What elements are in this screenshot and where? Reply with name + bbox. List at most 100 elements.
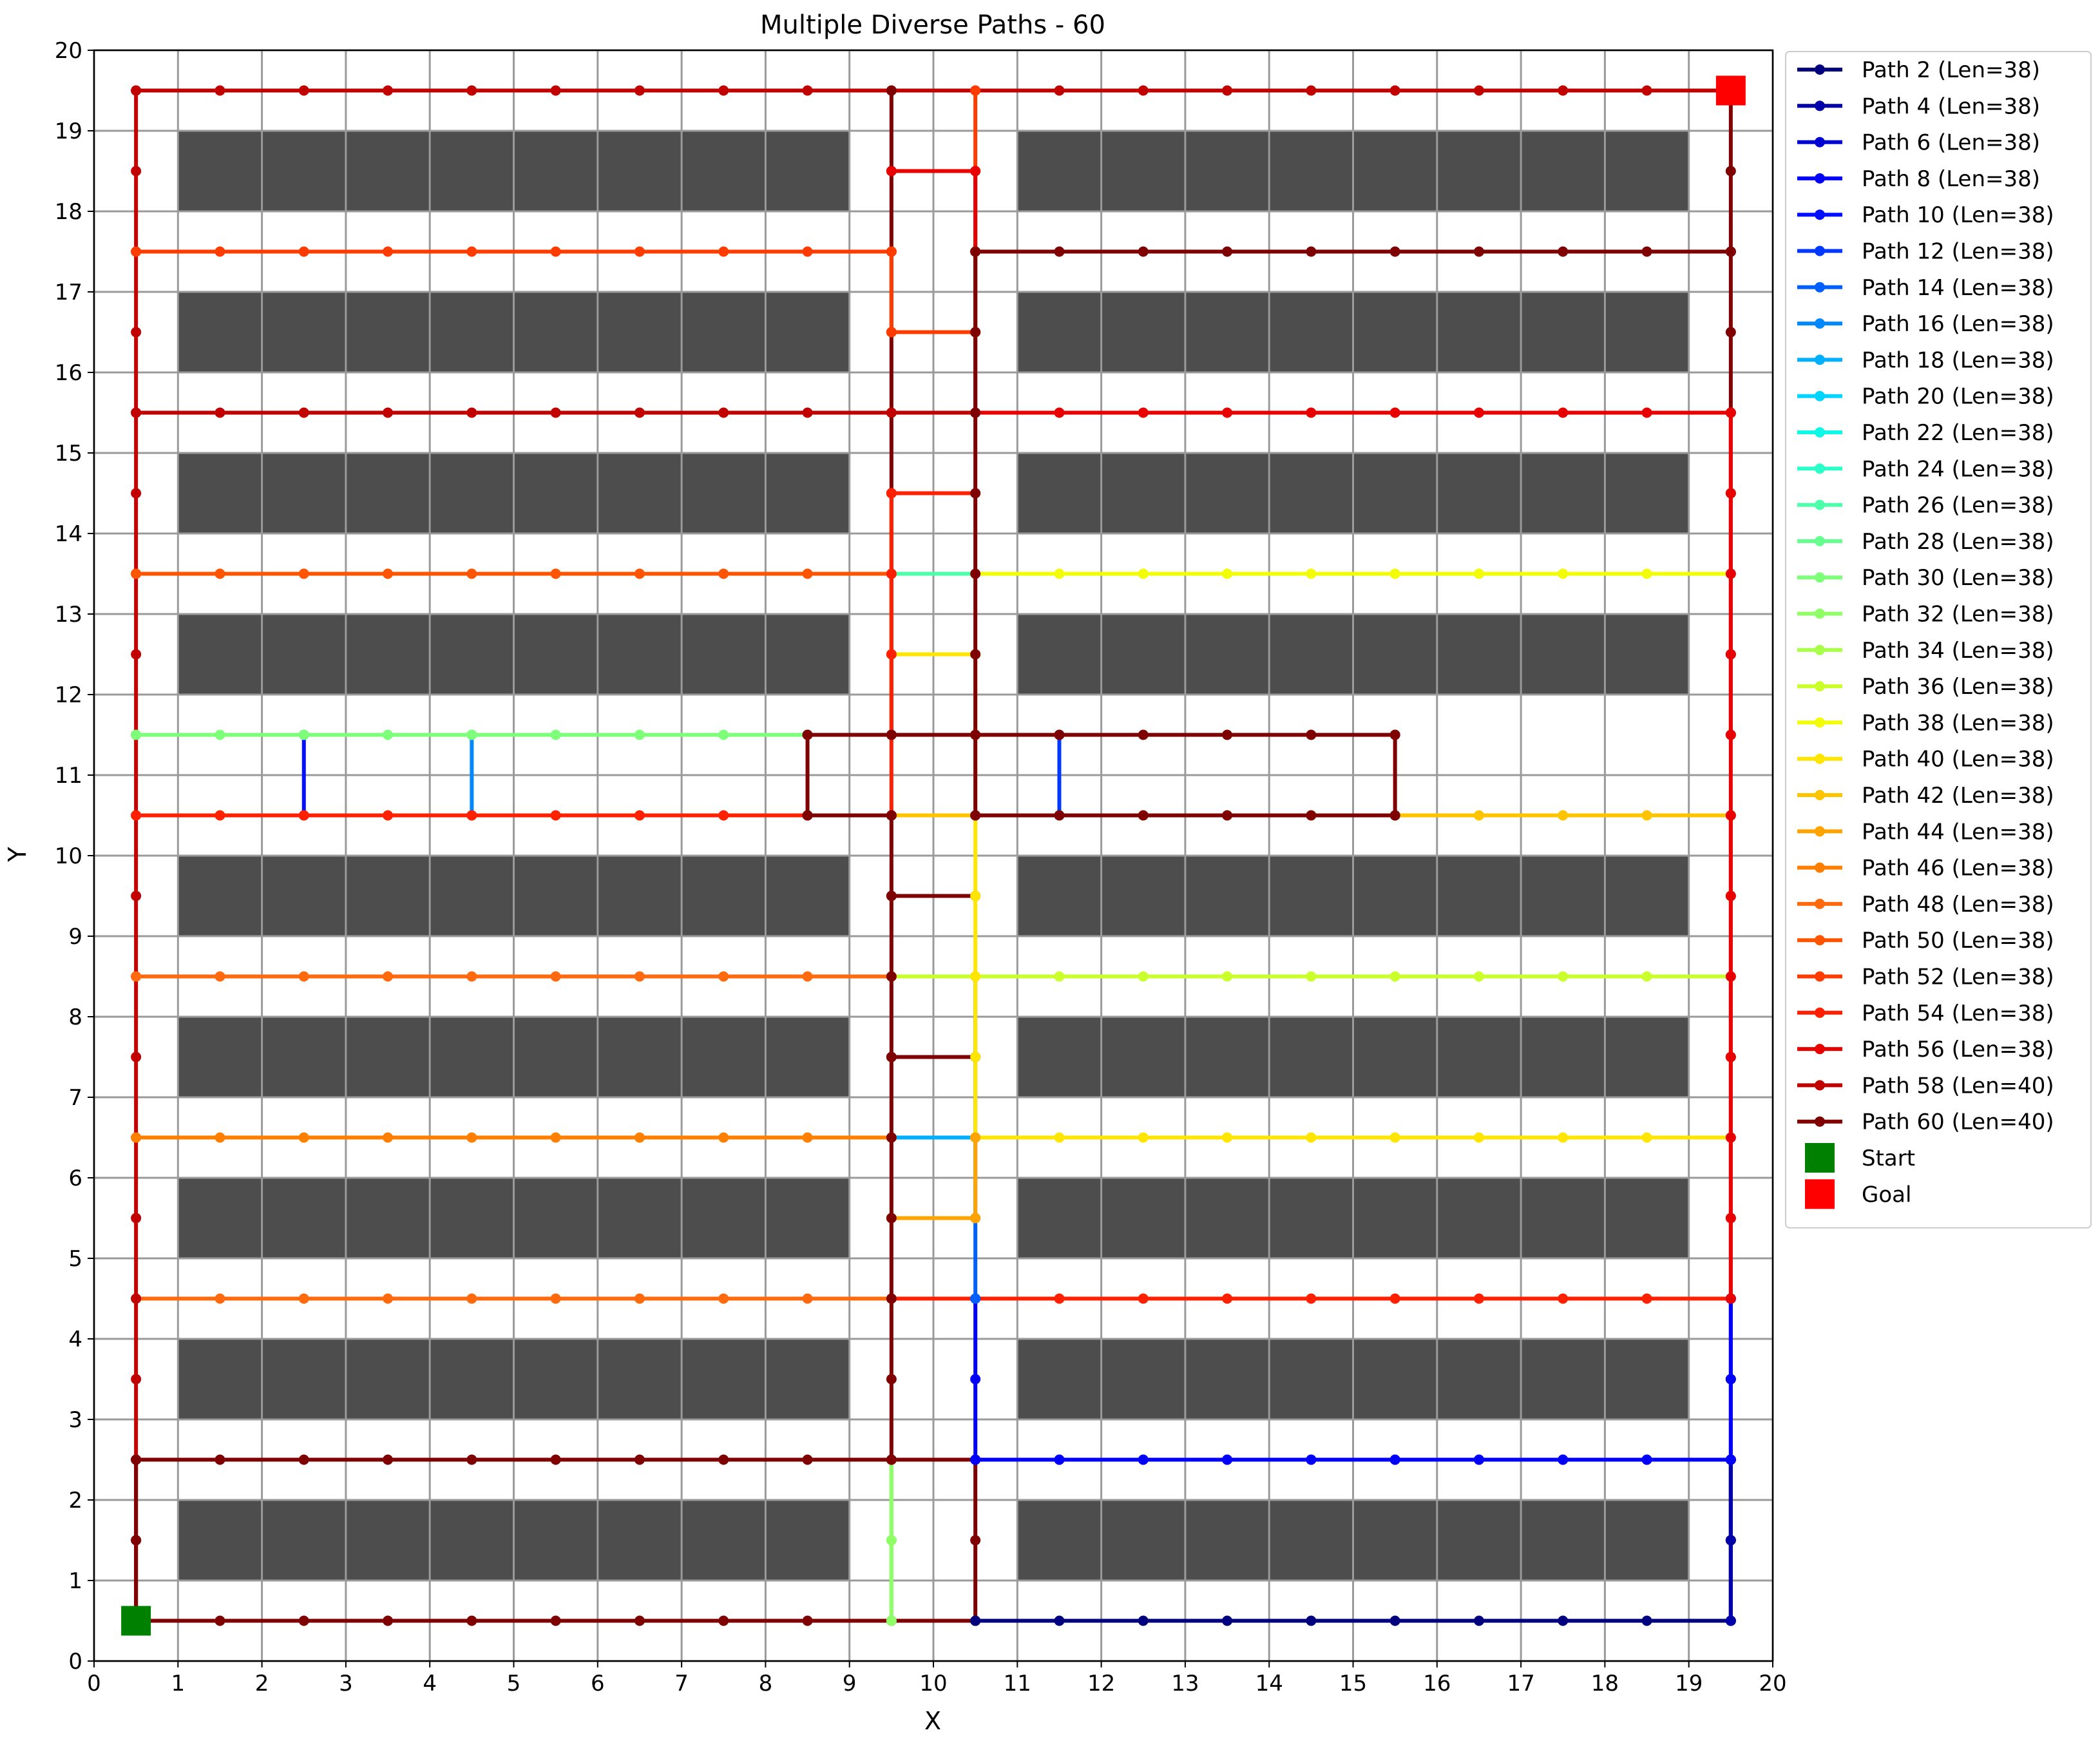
y-tick-label: 12 <box>55 682 82 708</box>
path-point <box>886 1535 897 1546</box>
x-tick-label: 16 <box>1423 1671 1451 1696</box>
path-point <box>215 1615 225 1626</box>
path-point <box>970 1293 981 1304</box>
legend-item: Path 12 (Len=38) <box>1797 239 2054 265</box>
legend-swatch-dot <box>1815 898 1825 909</box>
path-point <box>970 649 981 660</box>
path-point <box>970 1374 981 1385</box>
path-point <box>131 649 142 660</box>
path-point <box>1306 246 1317 257</box>
path-point <box>1222 971 1233 982</box>
legend-item: Path 34 (Len=38) <box>1797 638 2054 664</box>
path-point <box>1138 1293 1149 1304</box>
path-point <box>466 1615 477 1626</box>
path-point <box>131 1213 142 1224</box>
path-point <box>466 85 477 96</box>
start-goal-markers <box>121 75 1746 1636</box>
path-point <box>1222 1454 1233 1465</box>
legend-label: Path 42 (Len=38) <box>1862 783 2054 809</box>
path-point <box>383 1615 394 1626</box>
path-point <box>1725 246 1736 257</box>
path-point <box>802 1132 813 1143</box>
path-point <box>1389 729 1400 740</box>
path-point <box>1306 1615 1317 1626</box>
path-point <box>886 166 897 177</box>
path-point <box>466 1454 477 1465</box>
legend-label: Path 52 (Len=38) <box>1862 965 2054 990</box>
path-point <box>550 1454 561 1465</box>
path-point <box>802 246 813 257</box>
path-point <box>970 1052 981 1062</box>
path-point <box>1054 1132 1065 1143</box>
path-series <box>131 1132 897 1143</box>
plot-area <box>93 49 1774 1662</box>
x-tick-label: 14 <box>1255 1671 1283 1696</box>
path-point <box>634 1454 645 1465</box>
path-point <box>131 729 142 740</box>
path-point <box>131 1374 142 1385</box>
y-tick-label: 5 <box>68 1246 82 1272</box>
path-point <box>634 1132 645 1143</box>
legend-swatch-dot <box>1815 717 1825 728</box>
x-tick-label: 11 <box>1004 1671 1031 1696</box>
path-point <box>1138 1132 1149 1143</box>
path-point <box>1725 1454 1736 1465</box>
path-point <box>802 407 813 418</box>
legend-label: Path 16 (Len=38) <box>1862 311 2054 337</box>
legend-label: Path 12 (Len=38) <box>1862 239 2054 265</box>
path-point <box>1473 1615 1484 1626</box>
path-point <box>215 1293 225 1304</box>
path-point <box>1558 85 1569 96</box>
path-point <box>1222 810 1233 821</box>
path-point <box>383 246 394 257</box>
path-point <box>1389 810 1400 821</box>
path-point <box>1138 1454 1149 1465</box>
legend-item: Path 32 (Len=38) <box>1797 602 2054 628</box>
path-point <box>298 246 309 257</box>
legend-label: Path 50 (Len=38) <box>1862 928 2054 954</box>
path-point <box>1558 1615 1569 1626</box>
legend-swatch-dot <box>1815 282 1825 293</box>
x-tick-label: 19 <box>1675 1671 1703 1696</box>
legend-swatch-dot <box>1815 427 1825 437</box>
legend-item: Path 54 (Len=38) <box>1797 1001 2054 1026</box>
legend-item: Path 52 (Len=38) <box>1797 965 2054 990</box>
path-point <box>634 407 645 418</box>
x-tick-label: 7 <box>674 1671 689 1696</box>
y-tick-label: 6 <box>68 1166 82 1191</box>
path-point <box>1725 1052 1736 1062</box>
path-point <box>1222 85 1233 96</box>
legend-label: Goal <box>1862 1182 1911 1207</box>
legend-swatch-dot <box>1815 608 1825 619</box>
legend-swatch-dot <box>1815 209 1825 220</box>
legend-swatch-dot <box>1815 499 1825 510</box>
x-tick-label: 10 <box>919 1671 947 1696</box>
path-point <box>131 1293 142 1304</box>
x-tick-label: 13 <box>1171 1671 1199 1696</box>
path-point <box>1222 1132 1233 1143</box>
legend-item-goal: Goal <box>1805 1179 1911 1209</box>
path-point <box>1558 246 1569 257</box>
legend-swatch-dot <box>1815 753 1825 764</box>
path-point <box>1473 1293 1484 1304</box>
legend-item: Path 60 (Len=40) <box>1797 1110 2054 1135</box>
path-point <box>298 85 309 96</box>
path-point <box>970 1535 981 1546</box>
path-point <box>1641 407 1652 418</box>
path-point <box>1558 407 1569 418</box>
y-tick-label: 11 <box>55 763 82 789</box>
path-point <box>1641 810 1652 821</box>
path-point <box>1558 1132 1569 1143</box>
legend-swatch-dot <box>1815 971 1825 982</box>
path-point <box>1054 246 1065 257</box>
path-point <box>1473 1132 1484 1143</box>
path-point <box>886 649 897 660</box>
path-point <box>634 810 645 821</box>
path-point <box>886 810 897 821</box>
legend-label: Path 38 (Len=38) <box>1862 710 2054 736</box>
path-point <box>1725 1132 1736 1143</box>
legend-item: Path 56 (Len=38) <box>1797 1037 2054 1062</box>
x-tick-label: 17 <box>1507 1671 1534 1696</box>
path-point <box>466 729 477 740</box>
path-point <box>718 1132 729 1143</box>
